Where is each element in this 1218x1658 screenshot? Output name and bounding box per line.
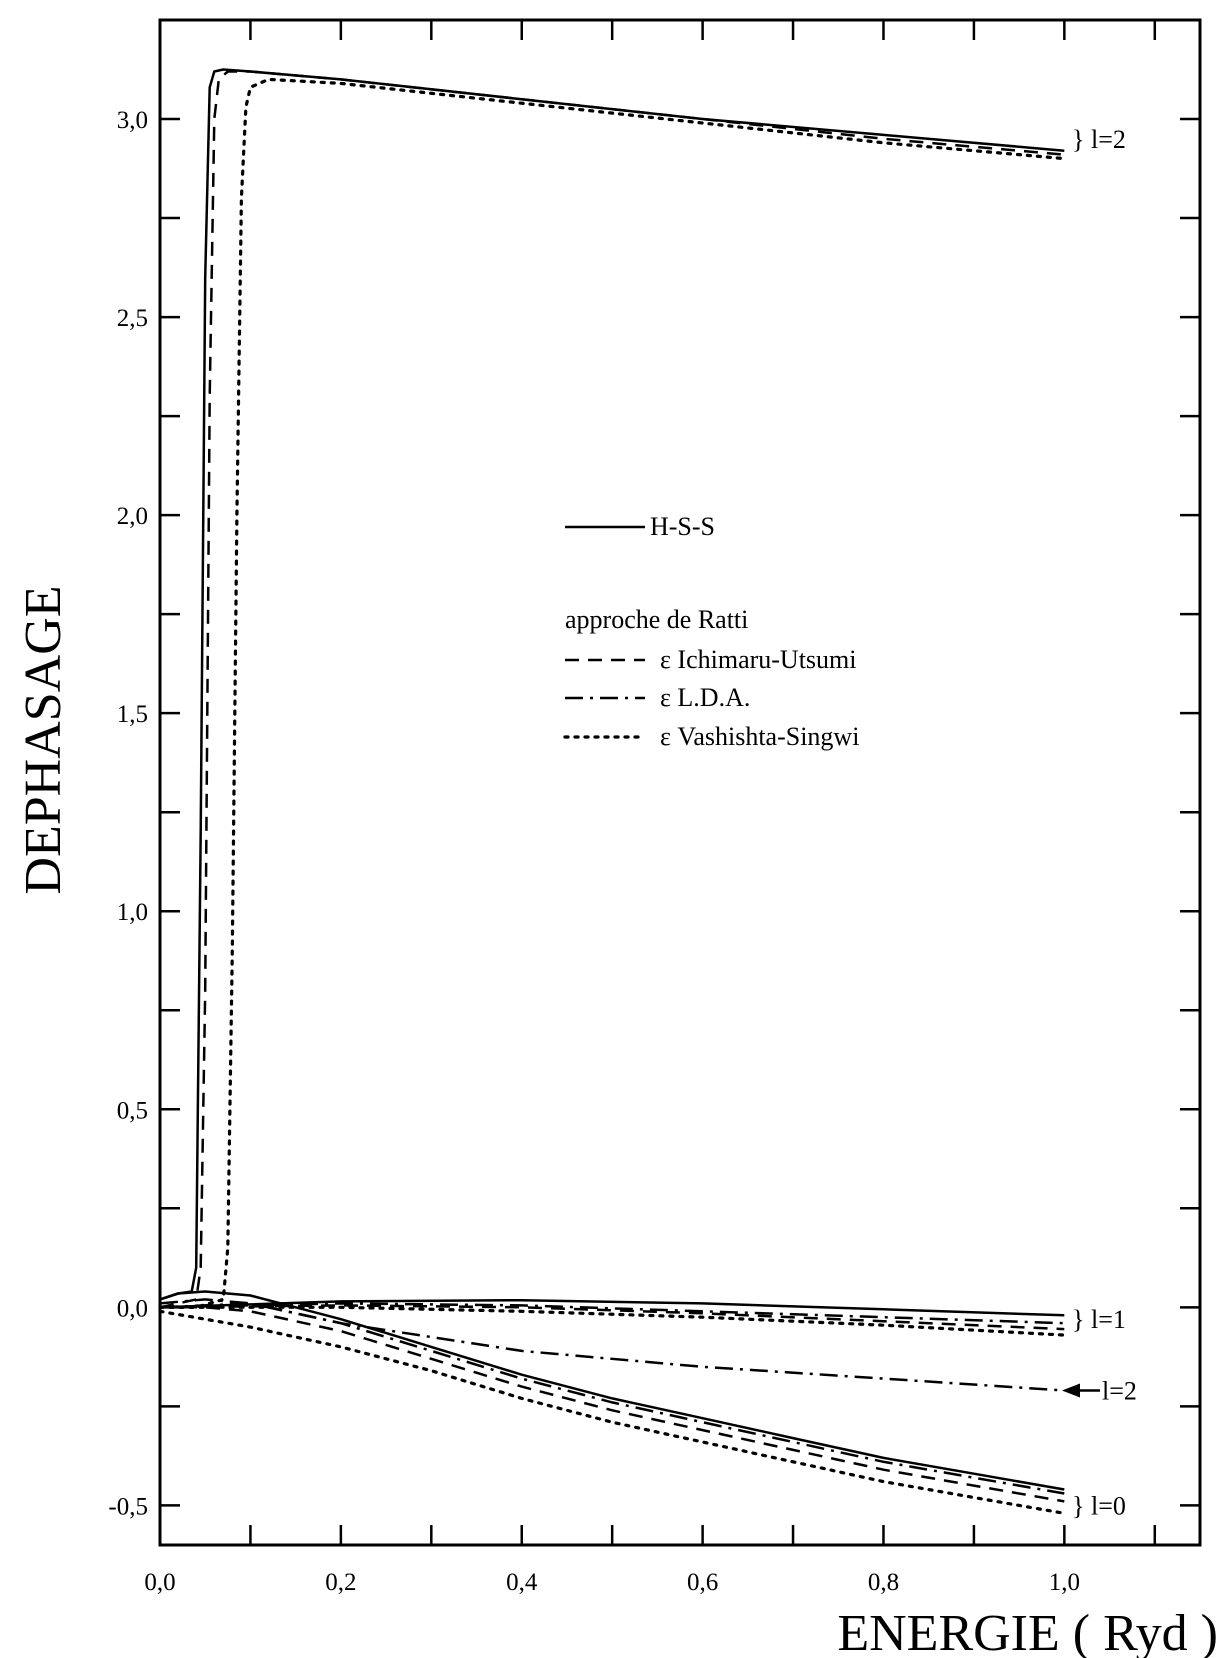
series-line-solid-8: [159, 1290, 1065, 1491]
legend: H-S-S approche de Ratti ε Ichimaru-Utsumi ε…: [563, 512, 859, 751]
legend-label: ε Ichimaru-Utsumi: [660, 645, 857, 674]
series-line-solid-3: [159, 1298, 1065, 1317]
x-tick-label: 0,8: [868, 1569, 899, 1596]
x-tick-label: 0,0: [144, 1569, 175, 1596]
plot-frame: [158, 18, 1202, 1547]
y-tick-label: 0,5: [117, 1097, 148, 1124]
x-tick-label: 0,6: [687, 1569, 718, 1596]
x-tick-label: 1,0: [1049, 1569, 1080, 1596]
annotation-label: } l=1: [1072, 1305, 1126, 1334]
y-tick-label: 1,0: [117, 899, 148, 926]
series-line-dashed-10: [160, 1306, 1065, 1503]
annotation-label: } l=2: [1072, 125, 1126, 154]
y-tick-label: 2,0: [117, 503, 148, 530]
axis-ticks: 0,0 0,2 0,4 0,6 0,8 1,0 -0,5 0,0 0,5 1,0 1,5 2,0 2,5…: [108, 20, 1200, 1596]
legend-heading: approche de Ratti: [565, 605, 748, 634]
legend-label: H-S-S: [650, 512, 715, 541]
series-line-dotted-2: [158, 77, 1066, 1309]
series-line-dotted-11: [158, 1309, 1066, 1515]
series-group: [158, 68, 1066, 1515]
y-tick-label: 2,5: [117, 305, 148, 332]
annotations: } l=2 } l=1 l=2 } l=0: [1062, 125, 1137, 1520]
series-line-solid-0: [159, 68, 1065, 1301]
legend-label: ε L.D.A.: [660, 683, 750, 712]
y-tick-label: 1,5: [117, 701, 148, 728]
annotation-label: } l=0: [1072, 1491, 1126, 1520]
series-line-dashdot-9: [159, 1298, 1065, 1495]
x-tick-label: 0,4: [506, 1569, 538, 1596]
y-tick-label: -0,5: [108, 1493, 148, 1520]
x-tick-label: 0,2: [325, 1569, 356, 1596]
y-tick-label: 3,0: [117, 107, 148, 134]
series-line-dashdot-7: [159, 1302, 1065, 1392]
series-line-dashdot-4: [159, 1302, 1065, 1325]
y-axis-title: DEPHASAGE: [15, 585, 72, 894]
series-line-dashed-1: [159, 70, 1065, 1309]
y-tick-label: 0,0: [117, 1295, 148, 1322]
series-line-dotted-6: [158, 1305, 1066, 1337]
annotation-arrow-head: [1062, 1383, 1080, 1398]
x-axis-title: ENERGIE ( Ryd ): [837, 1605, 1218, 1658]
annotation-label: l=2: [1102, 1377, 1137, 1406]
series-line-dashed-5: [159, 1304, 1065, 1331]
legend-label: ε Vashishta-Singwi: [660, 722, 859, 751]
